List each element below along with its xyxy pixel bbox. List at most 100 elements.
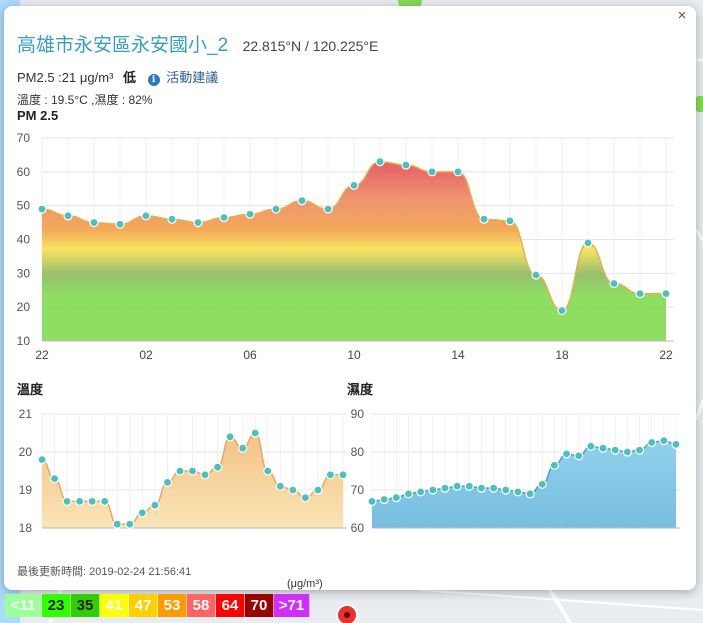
data-point[interactable] [505, 216, 515, 226]
data-point[interactable] [250, 428, 260, 438]
data-point[interactable] [63, 211, 73, 221]
data-point[interactable] [271, 204, 281, 214]
data-point[interactable] [367, 496, 377, 507]
legend-cell: 64 [216, 594, 245, 617]
data-point[interactable] [37, 204, 47, 214]
data-point[interactable] [453, 167, 463, 177]
data-point[interactable] [141, 211, 151, 221]
data-point[interactable] [583, 238, 593, 248]
data-point[interactable] [379, 494, 389, 505]
close-icon[interactable]: × [677, 7, 687, 24]
data-point[interactable] [49, 473, 60, 484]
data-point[interactable] [162, 477, 173, 488]
data-point[interactable] [62, 496, 72, 507]
x-tick-label: 22 [35, 348, 49, 362]
y-tick-label: 90 [351, 407, 365, 421]
station-coords: 22.815°N / 120.225°E [242, 38, 379, 54]
data-point[interactable] [300, 492, 310, 503]
data-point[interactable] [275, 481, 285, 491]
data-point[interactable] [440, 483, 450, 493]
data-point[interactable] [403, 489, 414, 499]
data-point[interactable] [137, 508, 147, 518]
station-header: 高雄市永安區永安國小_2 22.815°N / 120.225°E [17, 30, 378, 57]
data-point[interactable] [225, 432, 235, 442]
data-point[interactable] [75, 496, 85, 507]
data-point[interactable] [671, 439, 681, 450]
data-point[interactable] [37, 454, 47, 465]
data-point[interactable] [219, 212, 229, 223]
data-point[interactable] [338, 470, 348, 480]
data-point[interactable] [212, 462, 223, 472]
data-point[interactable] [428, 485, 438, 495]
data-point[interactable] [125, 519, 135, 529]
y-tick-label: 19 [19, 483, 33, 497]
data-point[interactable] [452, 481, 462, 491]
legend-cell: 47 [129, 594, 158, 617]
data-point[interactable] [89, 217, 99, 228]
data-point[interactable] [609, 278, 619, 289]
data-point[interactable] [263, 466, 273, 476]
data-point[interactable] [525, 489, 535, 499]
data-point[interactable] [557, 305, 567, 316]
legend-cell: 35 [71, 594, 100, 617]
data-point[interactable] [479, 214, 489, 224]
data-point[interactable] [245, 209, 255, 219]
data-point[interactable] [549, 460, 559, 470]
data-point[interactable] [288, 485, 298, 495]
x-tick-label: 02 [139, 348, 153, 362]
data-point[interactable] [561, 449, 572, 459]
data-point[interactable] [325, 470, 336, 480]
pm-chart-title: PM 2.5 [17, 108, 59, 123]
data-point[interactable] [634, 445, 645, 455]
data-point[interactable] [476, 483, 487, 493]
data-point[interactable] [375, 157, 385, 167]
series-area [372, 440, 676, 528]
pm-value: PM2.5 :21 μg/m³ [17, 70, 114, 85]
data-point[interactable] [100, 496, 110, 507]
data-point[interactable] [537, 479, 547, 489]
info-icon[interactable]: i [147, 74, 160, 86]
data-point[interactable] [661, 289, 671, 299]
data-point[interactable] [622, 447, 632, 457]
data-point[interactable] [489, 483, 499, 493]
pm-chart: 10 20 30 40 50 60 70 22 02 06 10 14 18 22 [17, 131, 674, 362]
legend-unit: (μg/m³) [287, 578, 323, 590]
data-point[interactable] [531, 270, 541, 280]
data-point[interactable] [297, 195, 307, 206]
data-point[interactable] [647, 437, 657, 448]
data-point[interactable] [574, 451, 584, 461]
data-point[interactable] [193, 217, 203, 228]
weather-summary: 溫度 : 19.5°C ,濕度 : 82% [17, 93, 153, 107]
data-point[interactable] [175, 466, 185, 476]
data-point[interactable] [200, 470, 210, 480]
data-point[interactable] [635, 289, 645, 299]
data-point[interactable] [513, 487, 523, 497]
y-tick-label: 18 [19, 521, 33, 535]
data-point[interactable] [112, 519, 122, 529]
data-point[interactable] [167, 214, 177, 224]
data-point[interactable] [659, 435, 669, 446]
data-point[interactable] [427, 167, 437, 177]
data-point[interactable] [610, 445, 620, 455]
x-tick-label: 06 [243, 348, 257, 362]
data-point[interactable] [150, 500, 160, 510]
pm-color-legend: <11 23 35 41 47 53 58 64 70 >71 [5, 594, 310, 617]
station-popup: × 高雄市永安區永安國小_2 22.815°N / 120.225°E PM2.… [4, 6, 696, 590]
data-point[interactable] [187, 466, 198, 476]
data-point[interactable] [586, 441, 596, 451]
data-point[interactable] [391, 492, 401, 503]
data-point[interactable] [416, 487, 426, 497]
data-point[interactable] [501, 485, 511, 495]
data-point[interactable] [238, 443, 248, 453]
data-point[interactable] [87, 496, 97, 507]
data-point[interactable] [323, 204, 333, 214]
data-point[interactable] [464, 481, 474, 491]
data-point[interactable] [115, 219, 125, 229]
y-tick-label: 30 [17, 266, 31, 280]
data-point[interactable] [401, 160, 411, 170]
y-tick-label: 10 [17, 334, 31, 348]
activity-advice-link[interactable]: 活動建議 [166, 70, 219, 85]
data-point[interactable] [313, 485, 323, 495]
data-point[interactable] [598, 443, 608, 453]
data-point[interactable] [349, 180, 359, 190]
